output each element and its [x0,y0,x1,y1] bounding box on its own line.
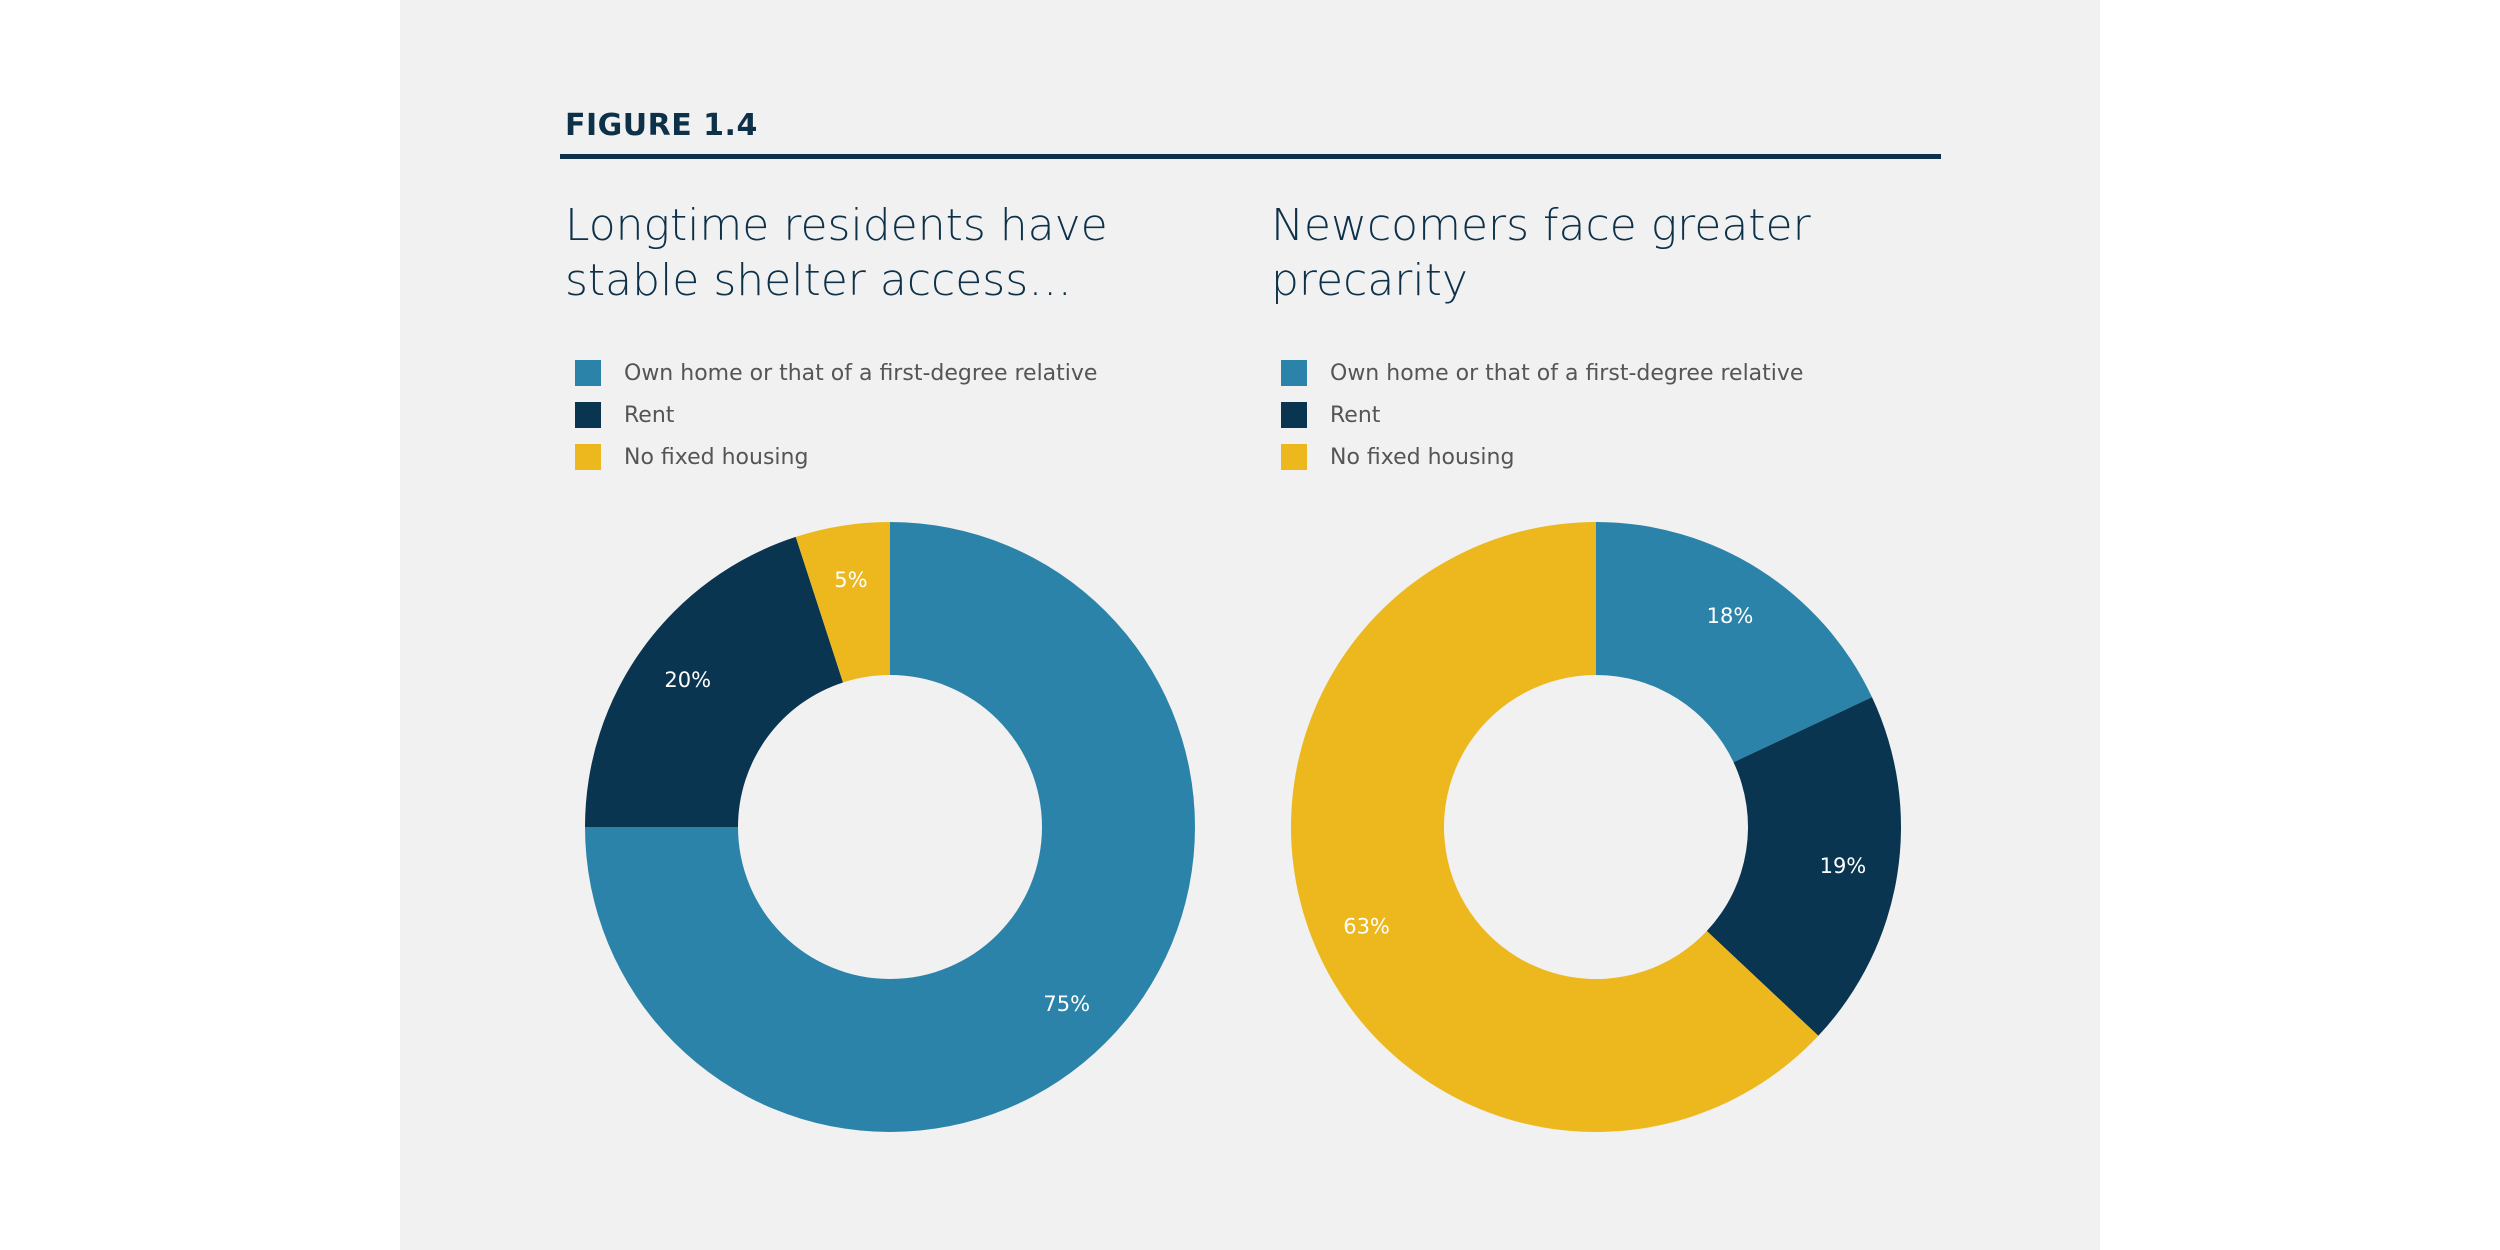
data-label-rent: 19% [1820,854,1867,878]
legend-item-own: Own home or that of a first-degree relat… [575,352,1097,394]
donut-chart: 75% 20% 5% [585,522,1195,1132]
data-label-no-fixed: 63% [1343,914,1390,938]
legend-label-no-fixed: No fixed housing [624,444,809,470]
donut-slice-rent [585,536,844,827]
donut-slice-no-fixed [1291,522,1819,1132]
legend-label-rent: Rent [1330,402,1381,428]
legend-swatch-own [1281,360,1307,386]
legend-swatch-rent [575,402,601,428]
donut-chart: 18% 19% 63% [1291,522,1901,1132]
donut-slice-own [585,522,1195,1132]
legend-label-own: Own home or that of a first-degree relat… [1330,360,1804,386]
legend-label-rent: Rent [624,402,675,428]
figure-label: FIGURE 1.4 [565,108,758,143]
chart-newcomers: Newcomers face greater precarity Own hom… [1271,0,1971,1250]
legend: Own home or that of a first-degree relat… [1281,352,1803,478]
donut-slice-rent [1706,697,1901,1036]
chart-longtime-residents: Longtime residents have stable shelter a… [565,0,1265,1250]
legend-item-own: Own home or that of a first-degree relat… [1281,352,1803,394]
legend-swatch-no-fixed [575,444,601,470]
legend-swatch-own [575,360,601,386]
chart-title: Longtime residents have stable shelter a… [565,200,1108,306]
donut-slice-own [1596,522,1872,763]
legend-item-rent: Rent [1281,394,1803,436]
data-label-no-fixed: 5% [834,568,867,592]
data-label-own: 75% [1043,992,1090,1016]
donut-slice-no-fixed [795,522,890,683]
legend-item-no-fixed: No fixed housing [575,436,1097,478]
legend-label-own: Own home or that of a first-degree relat… [624,360,1098,386]
legend-item-no-fixed: No fixed housing [1281,436,1803,478]
legend-swatch-rent [1281,402,1307,428]
chart-title: Newcomers face greater precarity [1271,200,1811,306]
legend-label-no-fixed: No fixed housing [1330,444,1515,470]
data-label-rent: 20% [664,668,711,692]
legend-item-rent: Rent [575,394,1097,436]
legend-swatch-no-fixed [1281,444,1307,470]
legend: Own home or that of a first-degree relat… [575,352,1097,478]
data-label-own: 18% [1707,604,1754,628]
figure-rule [560,154,1941,159]
